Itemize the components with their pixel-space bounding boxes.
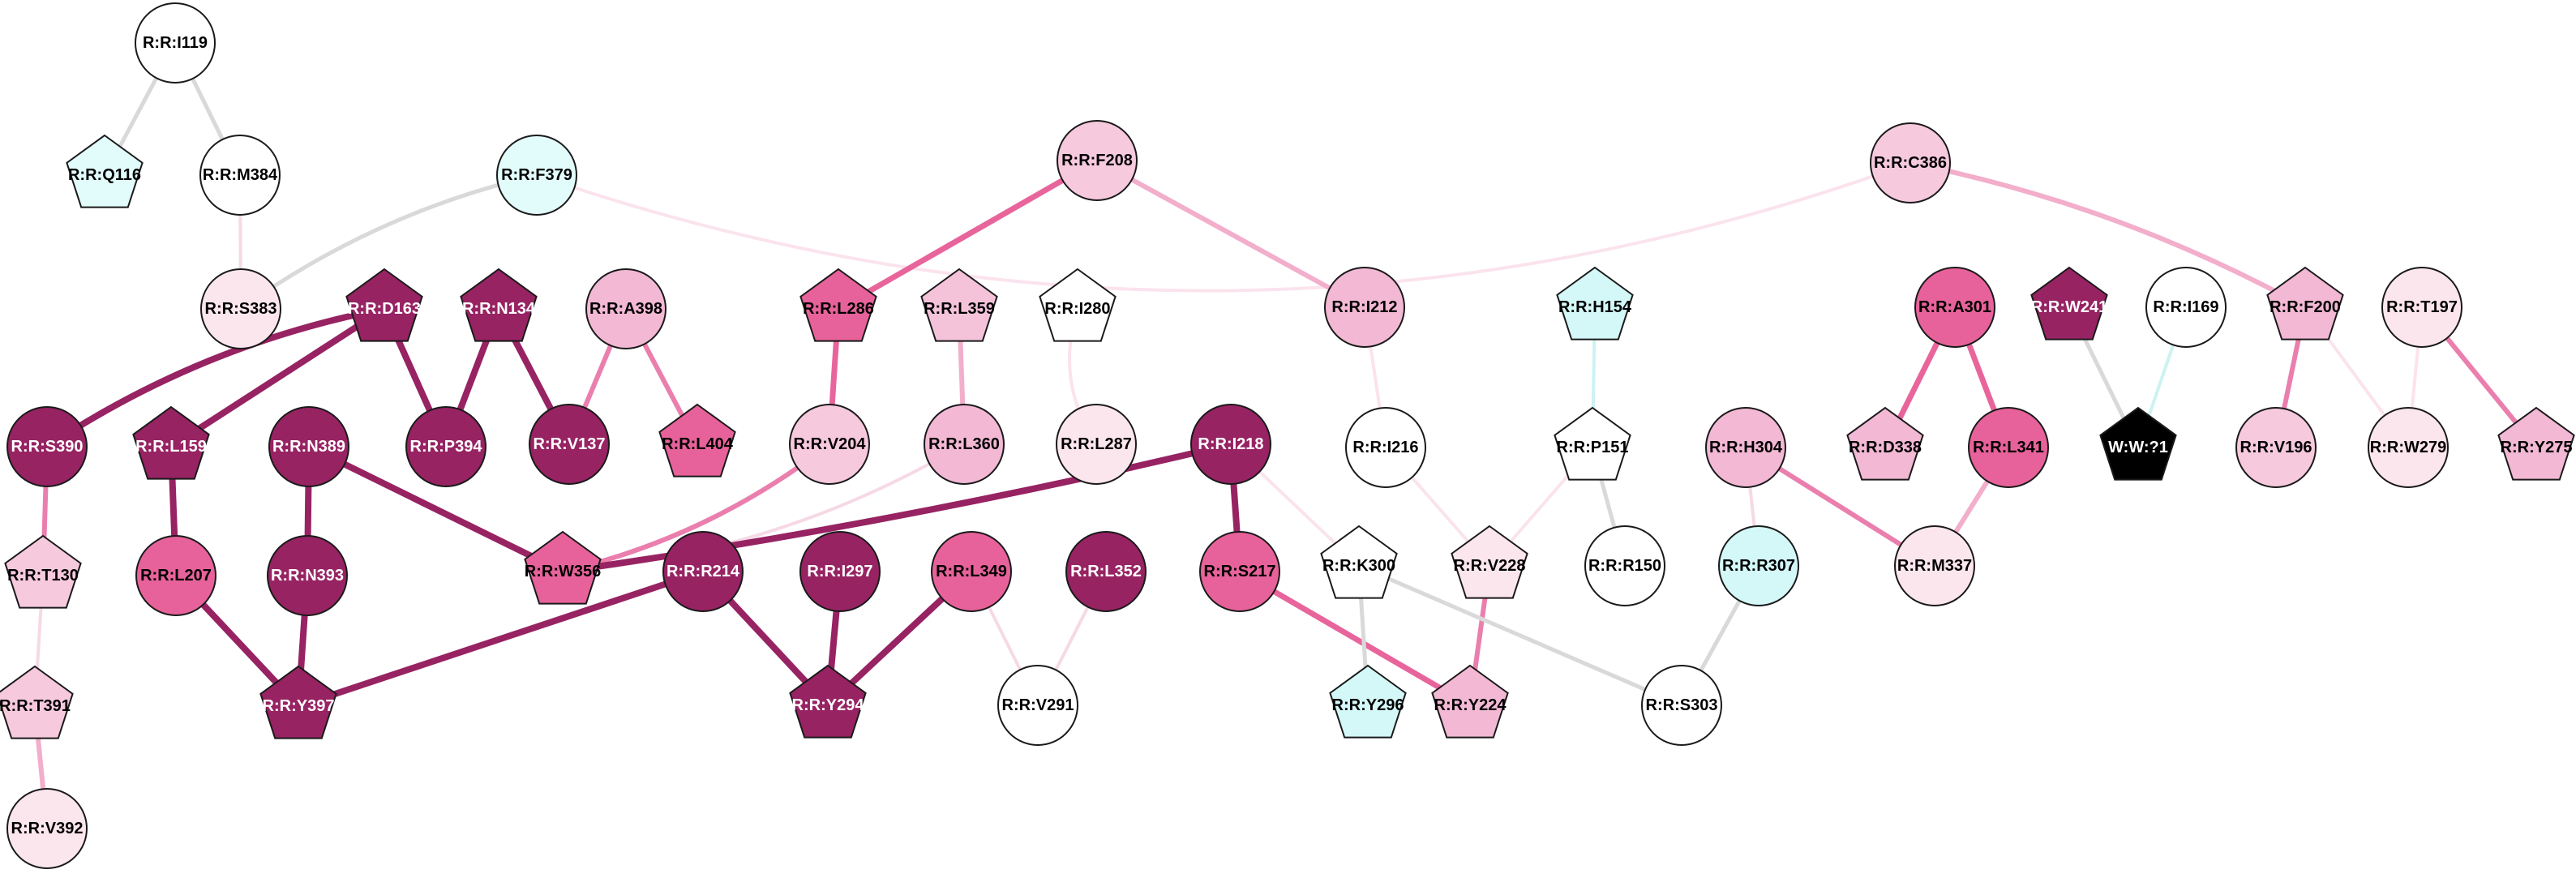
svg-text:R:R:Q116: R:R:Q116 — [68, 166, 141, 184]
svg-text:R:R:L159: R:R:L159 — [135, 438, 207, 456]
svg-text:R:R:H154: R:R:H154 — [1558, 298, 1632, 316]
svg-text:R:R:L404: R:R:L404 — [662, 435, 734, 453]
svg-text:R:R:L359: R:R:L359 — [924, 300, 995, 318]
svg-text:R:R:V137: R:R:V137 — [534, 435, 606, 453]
svg-text:R:R:S303: R:R:S303 — [1646, 696, 1718, 714]
svg-text:R:R:I169: R:R:I169 — [2153, 298, 2218, 316]
svg-text:R:R:S383: R:R:S383 — [205, 300, 277, 318]
svg-text:R:R:V291: R:R:V291 — [1002, 696, 1074, 714]
svg-text:R:R:N389: R:R:N389 — [272, 438, 345, 456]
svg-text:R:R:P151: R:R:P151 — [1557, 439, 1629, 456]
svg-text:R:R:V196: R:R:V196 — [2240, 439, 2312, 456]
svg-text:R:R:D163: R:R:D163 — [348, 300, 421, 318]
svg-text:R:R:T391: R:R:T391 — [0, 697, 71, 715]
svg-text:W:W:?1: W:W:?1 — [2108, 439, 2168, 456]
svg-text:R:R:W279: R:R:W279 — [2370, 439, 2446, 456]
svg-text:R:R:Y224: R:R:Y224 — [1434, 696, 1507, 714]
svg-text:R:R:I297: R:R:I297 — [807, 563, 872, 580]
svg-text:R:R:A301: R:R:A301 — [1918, 298, 1991, 316]
svg-text:R:R:Y294: R:R:Y294 — [792, 696, 865, 714]
svg-text:R:R:P394: R:R:P394 — [410, 438, 483, 456]
svg-text:R:R:D338: R:R:D338 — [1849, 439, 1922, 456]
svg-text:R:R:W241: R:R:W241 — [2031, 298, 2107, 316]
svg-text:R:R:I212: R:R:I212 — [1331, 298, 1397, 316]
svg-text:R:R:A398: R:R:A398 — [589, 300, 662, 318]
svg-text:R:R:H304: R:R:H304 — [1709, 439, 1783, 456]
svg-text:R:R:Y296: R:R:Y296 — [1332, 696, 1404, 714]
svg-text:R:R:I119: R:R:I119 — [143, 34, 208, 52]
svg-text:R:R:M384: R:R:M384 — [203, 166, 278, 184]
svg-text:R:R:L287: R:R:L287 — [1061, 435, 1132, 453]
svg-text:R:R:V392: R:R:V392 — [11, 820, 84, 837]
svg-text:R:R:Y397: R:R:Y397 — [263, 697, 335, 715]
svg-text:R:R:R214: R:R:R214 — [667, 563, 740, 580]
svg-text:R:R:F379: R:R:F379 — [501, 166, 572, 184]
svg-text:R:R:Y275: R:R:Y275 — [2501, 439, 2573, 456]
svg-text:R:R:T130: R:R:T130 — [7, 567, 79, 585]
svg-text:R:R:C386: R:R:C386 — [1874, 154, 1947, 172]
svg-text:R:R:V228: R:R:V228 — [1454, 557, 1526, 575]
svg-text:R:R:W356: R:R:W356 — [525, 563, 601, 580]
svg-text:R:R:L341: R:R:L341 — [1973, 439, 2044, 456]
svg-text:R:R:R150: R:R:R150 — [1588, 557, 1661, 575]
svg-text:R:R:I280: R:R:I280 — [1044, 300, 1110, 318]
svg-text:R:R:F208: R:R:F208 — [1061, 152, 1133, 169]
svg-text:R:R:L207: R:R:L207 — [140, 567, 212, 585]
svg-text:R:R:M337: R:R:M337 — [1897, 557, 1972, 575]
svg-text:R:R:N134: R:R:N134 — [462, 300, 536, 318]
svg-text:R:R:I218: R:R:I218 — [1198, 435, 1263, 453]
svg-text:R:R:L360: R:R:L360 — [928, 435, 1000, 453]
svg-text:R:R:V204: R:R:V204 — [794, 435, 867, 453]
svg-text:R:R:I216: R:R:I216 — [1352, 439, 1418, 456]
svg-text:R:R:T197: R:R:T197 — [2386, 298, 2458, 316]
svg-text:R:R:F200: R:R:F200 — [2270, 298, 2341, 316]
svg-text:R:R:L352: R:R:L352 — [1070, 563, 1142, 580]
svg-text:R:R:S390: R:R:S390 — [11, 438, 84, 456]
svg-text:R:R:R307: R:R:R307 — [1722, 557, 1795, 575]
svg-text:R:R:L349: R:R:L349 — [936, 563, 1007, 580]
svg-text:R:R:N393: R:R:N393 — [271, 567, 344, 585]
svg-text:R:R:L286: R:R:L286 — [803, 300, 874, 318]
svg-text:R:R:S217: R:R:S217 — [1204, 563, 1276, 580]
svg-text:R:R:K300: R:R:K300 — [1322, 557, 1395, 575]
